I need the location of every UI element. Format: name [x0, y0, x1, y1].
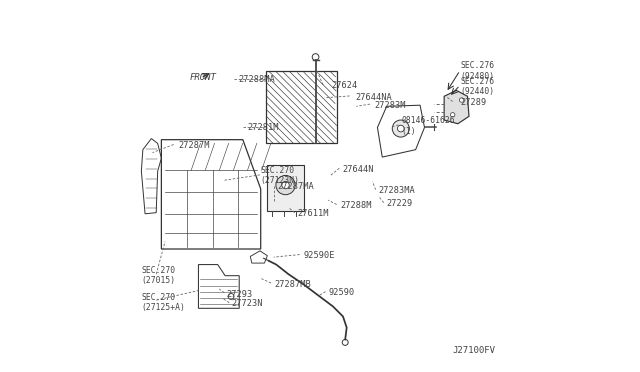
Polygon shape — [444, 90, 469, 124]
Bar — [266, 71, 337, 143]
Text: 27289: 27289 — [461, 98, 487, 107]
Text: SEC.276
(92440): SEC.276 (92440) — [461, 77, 495, 96]
Text: 27283MA: 27283MA — [378, 186, 415, 195]
Text: 08146-61626
(1): 08146-61626 (1) — [401, 116, 455, 136]
Text: 27281M: 27281M — [248, 123, 279, 132]
Circle shape — [276, 176, 295, 195]
Text: SEC.270
(27125+A): SEC.270 (27125+A) — [141, 293, 185, 312]
Text: 27287MB: 27287MB — [275, 280, 312, 289]
Text: 27644NA: 27644NA — [355, 93, 392, 102]
Text: 27287MA: 27287MA — [277, 182, 314, 191]
Text: 27288M: 27288M — [340, 201, 372, 210]
Text: J27100FV: J27100FV — [452, 346, 495, 355]
Text: 27288MA: 27288MA — [239, 75, 275, 84]
Text: 27229: 27229 — [387, 199, 413, 208]
Circle shape — [397, 125, 404, 132]
Bar — [268, 165, 304, 211]
Text: 27611M: 27611M — [298, 209, 329, 218]
Text: 27644N: 27644N — [342, 165, 374, 174]
Text: 27293: 27293 — [227, 290, 253, 299]
Text: SEC.270
(27015): SEC.270 (27015) — [141, 266, 175, 285]
Circle shape — [451, 113, 455, 117]
Circle shape — [460, 98, 464, 102]
Text: 92590: 92590 — [328, 288, 355, 297]
Text: 27287M: 27287M — [179, 141, 210, 150]
Text: SEC.276
(92480): SEC.276 (92480) — [461, 61, 495, 81]
Text: SEC.270
(27123N): SEC.270 (27123N) — [260, 166, 300, 185]
Text: 27283M: 27283M — [375, 101, 406, 110]
Circle shape — [392, 120, 410, 137]
Text: 92590E: 92590E — [303, 251, 335, 260]
Text: FRONT: FRONT — [189, 73, 216, 82]
Text: 27624: 27624 — [331, 81, 357, 90]
Text: 27723N: 27723N — [231, 299, 262, 308]
Circle shape — [282, 182, 289, 189]
